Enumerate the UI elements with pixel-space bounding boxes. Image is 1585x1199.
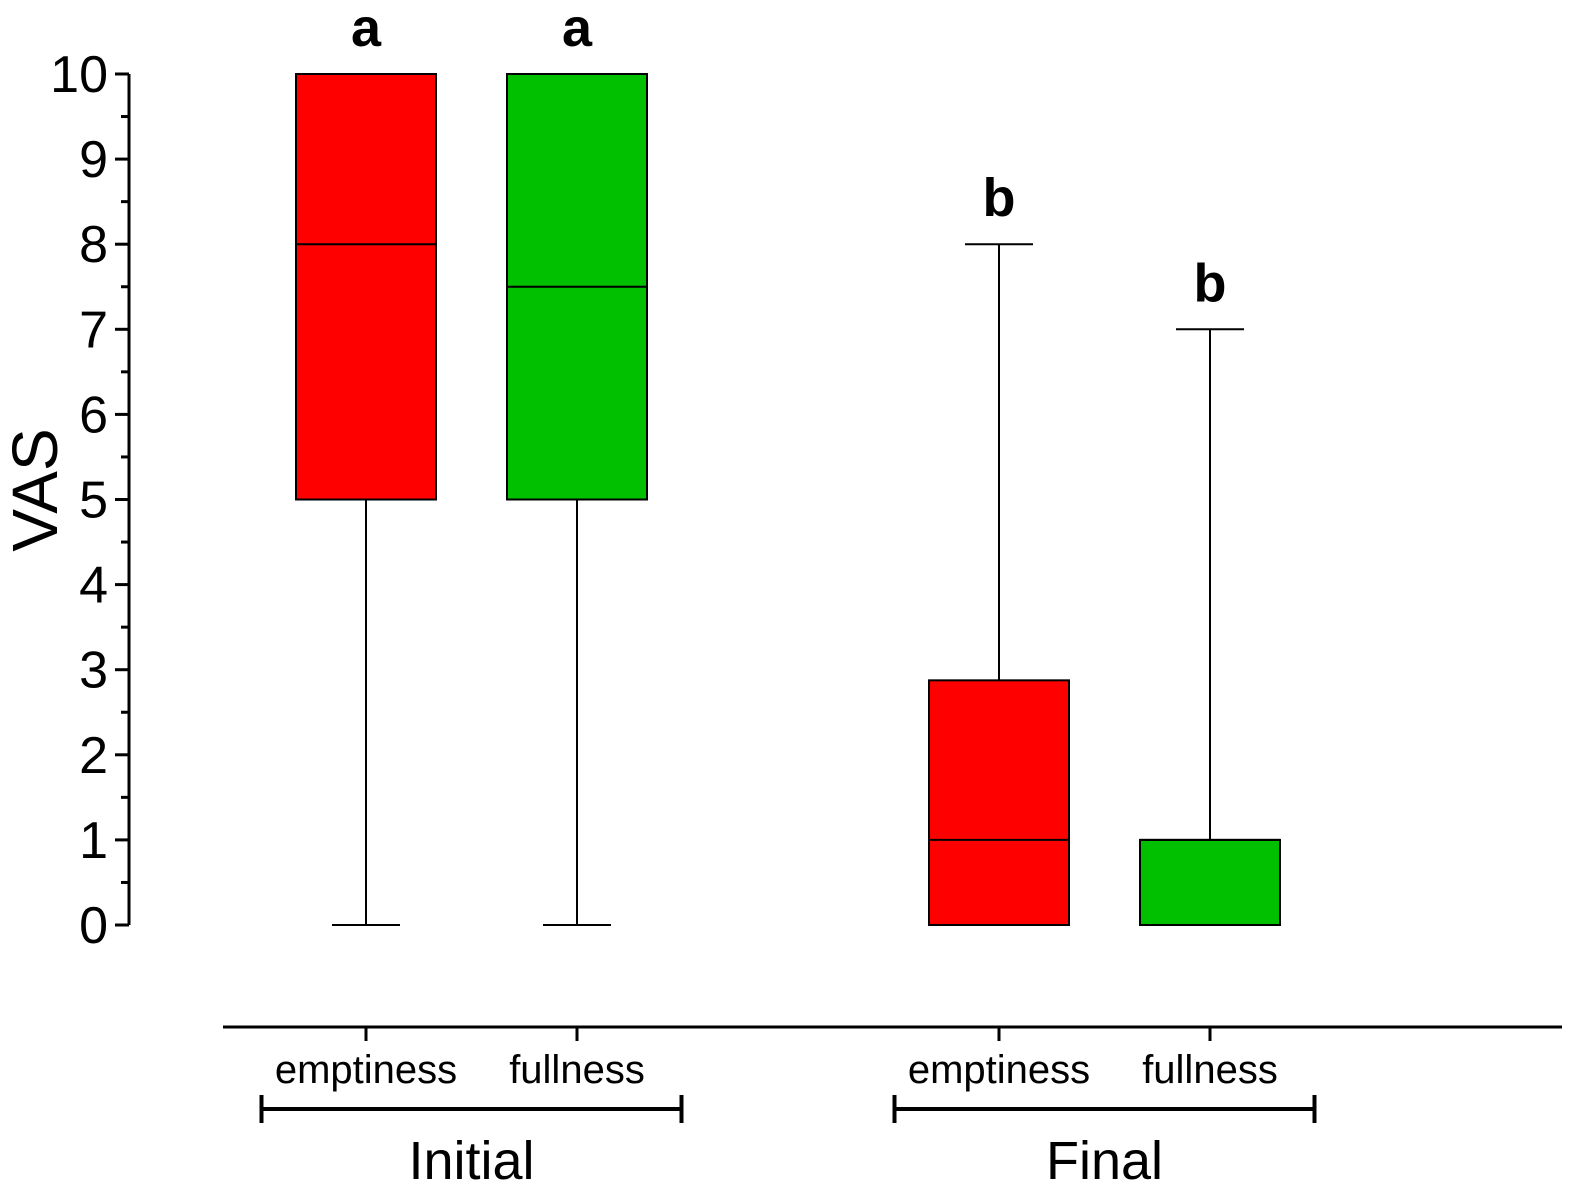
iqr-box <box>928 679 1070 927</box>
y-axis: 0 1 2 3 4 5 6 7 8 9 10 <box>50 46 131 955</box>
box-initial-fullness: a <box>506 0 648 926</box>
significance-label: b <box>983 168 1016 228</box>
significance-label: a <box>562 0 593 58</box>
y-tick-label: 7 <box>79 301 108 359</box>
box-final-emptiness: b <box>928 168 1070 927</box>
y-tick-label: 2 <box>79 727 108 785</box>
y-tick-label: 10 <box>50 46 108 104</box>
y-tick-label: 4 <box>79 557 108 615</box>
category-label: fullness <box>1142 1048 1278 1092</box>
category-label: emptiness <box>908 1048 1090 1092</box>
y-tick-label: 6 <box>79 386 108 444</box>
y-tick-label: 0 <box>79 897 108 955</box>
box-initial-emptiness: a <box>295 0 437 926</box>
x-axis <box>223 1025 1562 1041</box>
group-final: Final <box>892 1095 1317 1191</box>
group-initial: Initial <box>259 1095 684 1191</box>
y-tick-label: 8 <box>79 216 108 274</box>
category-label: emptiness <box>275 1048 457 1092</box>
category-label: fullness <box>509 1048 645 1092</box>
group-label: Final <box>1046 1131 1163 1191</box>
y-tick-label: 5 <box>79 472 108 530</box>
iqr-box <box>1139 838 1281 927</box>
group-label: Initial <box>408 1131 534 1191</box>
y-axis-label: VAS <box>0 428 71 551</box>
y-tick-label: 3 <box>79 642 108 700</box>
group-brackets: Initial Final <box>259 1095 1317 1191</box>
box-final-fullness: b <box>1139 253 1281 927</box>
significance-label: a <box>351 0 382 58</box>
y-tick-label: 1 <box>79 812 108 870</box>
iqr-box <box>295 73 437 501</box>
category-labels: emptiness fullness emptiness fullness <box>275 1048 1278 1092</box>
box-series: a a b b <box>295 0 1281 927</box>
significance-label: b <box>1194 253 1227 313</box>
y-tick-label: 9 <box>79 131 108 189</box>
